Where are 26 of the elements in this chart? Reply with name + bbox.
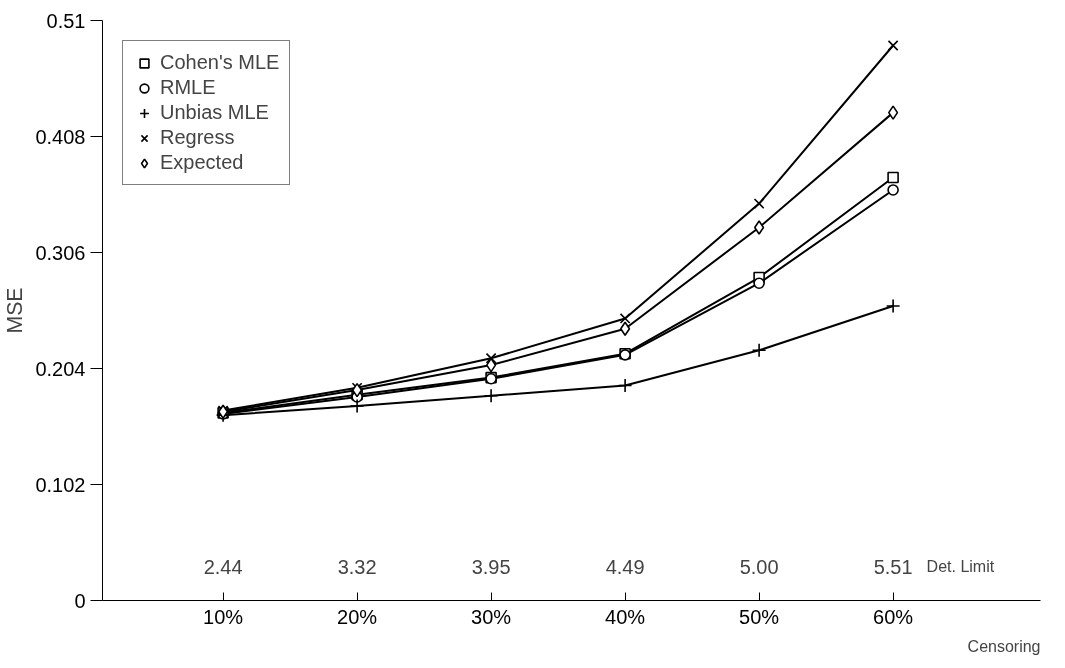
y-tick-label: 0.102	[35, 473, 86, 496]
x-tick-label: 40%	[605, 605, 646, 628]
annotation: 4.49	[605, 555, 645, 578]
annotation: 2.44	[203, 555, 243, 578]
x-tick-label: 20%	[337, 605, 378, 628]
annotation: 5.00	[739, 555, 779, 578]
legend-label: Cohen's MLE	[160, 51, 280, 74]
legend-label: RMLE	[160, 76, 216, 99]
x-tick-label: 60%	[873, 605, 914, 628]
y-tick-label: 0	[74, 589, 86, 612]
y-tick-label: 0.306	[35, 241, 86, 264]
annotation: Det. Limit	[926, 558, 995, 575]
legend-label: Regress	[160, 126, 235, 149]
x-tick-label: 10%	[203, 605, 244, 628]
x-tick-label: 30%	[471, 605, 512, 628]
y-tick-label: 0.51	[46, 9, 86, 32]
annotation: 3.95	[471, 555, 511, 578]
annotation: 5.51	[873, 555, 913, 578]
x-tick-label: 50%	[739, 605, 780, 628]
annotation: 3.32	[337, 555, 377, 578]
legend-label: Expected	[160, 151, 244, 174]
legend-label: Unbias MLE	[160, 101, 269, 124]
y-tick-label: 0.204	[35, 357, 86, 380]
y-axis-title: MSE	[3, 287, 28, 334]
y-tick-label: 0.408	[35, 125, 86, 148]
x-axis-title: Censoring	[967, 637, 1041, 655]
